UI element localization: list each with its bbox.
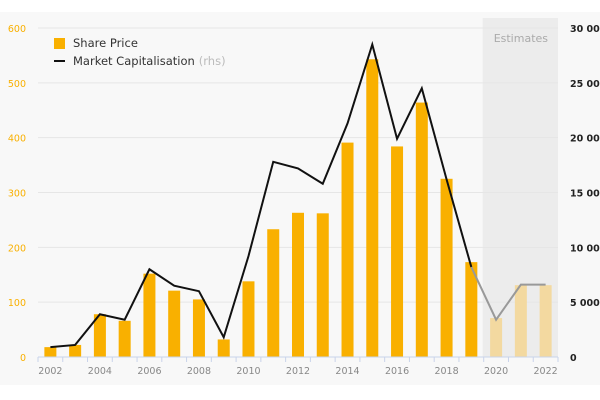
x-tick-label: 2008: [187, 366, 211, 377]
estimates-label: Estimates: [494, 32, 549, 45]
y-left-tick-label: 400: [8, 134, 26, 145]
legend-label: Market Capitalisation: [73, 54, 195, 68]
y-right-tick-label: 20 000: [570, 134, 600, 145]
y-left-tick-label: 100: [8, 298, 26, 309]
x-tick-label: 2016: [385, 366, 409, 377]
y-right-tick-label: 5 000: [570, 298, 600, 309]
bar-2012: [292, 212, 304, 357]
bar-2003: [69, 344, 82, 357]
bar-2018: [440, 178, 453, 357]
legend-swatch-bar: [54, 37, 65, 49]
legend: Share Price Market Capitalisation (rhs): [54, 34, 226, 70]
x-tick-label: 2010: [236, 366, 260, 377]
x-tick-label: 2006: [137, 366, 161, 377]
bar-2017: [415, 102, 428, 357]
legend-item-share-price: Share Price: [54, 34, 226, 52]
legend-label: Share Price: [73, 36, 138, 50]
x-tick-label: 2002: [38, 366, 62, 377]
bar-2006: [143, 273, 156, 357]
legend-item-market-cap: Market Capitalisation (rhs): [54, 52, 226, 70]
bar-2009: [217, 339, 230, 357]
bar-2019: [465, 262, 478, 357]
y-right-tick-label: 0: [570, 353, 577, 364]
bar-2002: [44, 347, 57, 357]
x-tick-label: 2012: [286, 366, 310, 377]
bar-2013: [316, 213, 329, 357]
y-left-tick-label: 300: [8, 189, 26, 200]
x-tick-label: 2022: [534, 366, 558, 377]
bar-2011: [267, 229, 280, 357]
x-tick-label: 2018: [434, 366, 458, 377]
bar-2005: [118, 320, 131, 357]
legend-suffix: (rhs): [198, 54, 226, 68]
y-right-tick-label: 25 000: [570, 79, 600, 90]
y-right-tick-label: 10 000: [570, 243, 600, 254]
x-tick-label: 2014: [335, 366, 359, 377]
y-right-tick-label: 15 000: [570, 189, 600, 200]
bar-2004: [93, 314, 106, 357]
bar-2015: [366, 59, 379, 357]
y-left-tick-label: 600: [8, 24, 26, 35]
market-cap-line: [50, 40, 473, 349]
x-tick-label: 2004: [88, 366, 112, 377]
legend-swatch-line: [54, 60, 65, 62]
x-tick-label: 2020: [484, 366, 508, 377]
bar-2022: [539, 285, 552, 357]
bar-2010: [242, 281, 255, 357]
bar-2020: [490, 318, 503, 357]
bar-2007: [168, 290, 181, 357]
y-left-tick-label: 0: [20, 353, 26, 364]
y-right-tick-label: 30 000: [570, 24, 600, 35]
bar-2014: [341, 142, 354, 357]
market-cap-line-estimates: [470, 266, 546, 322]
bar-2016: [391, 146, 404, 357]
y-left-tick-label: 500: [8, 79, 26, 90]
y-left-tick-label: 200: [8, 243, 26, 254]
bar-2021: [514, 285, 527, 357]
bar-2008: [192, 299, 205, 357]
